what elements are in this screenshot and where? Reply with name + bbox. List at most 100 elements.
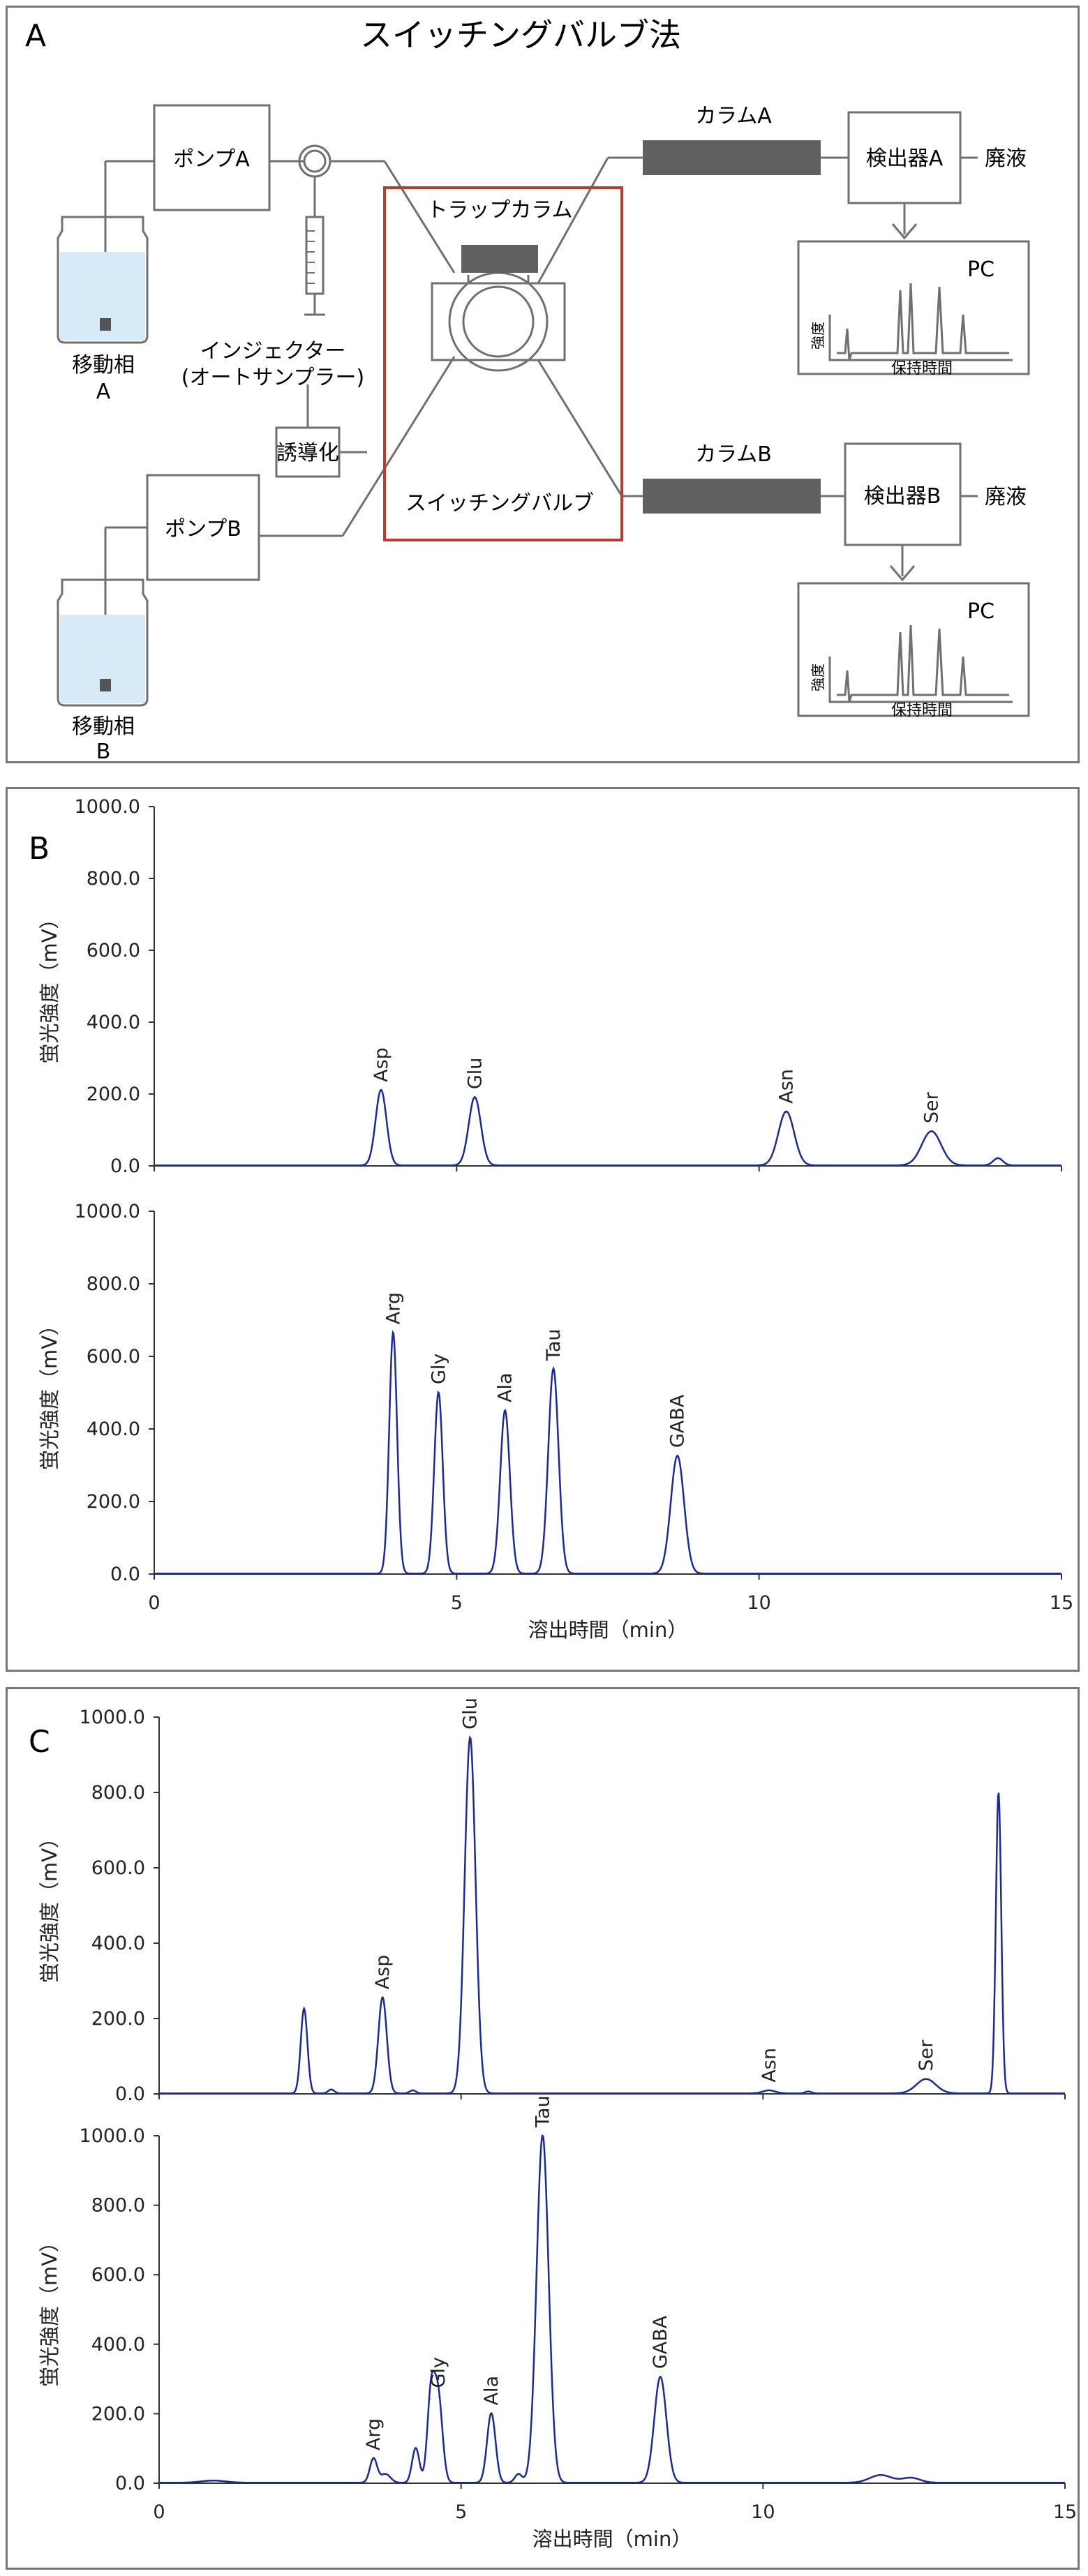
- y-tick-label: 800.0: [91, 1782, 145, 1804]
- peak-label: Ser: [921, 1091, 943, 1123]
- peak-label: Tau: [543, 1329, 565, 1362]
- y-axis-label: 蛍光強度（mV）: [38, 2232, 61, 2387]
- waste-b-label: 廃液: [985, 485, 1027, 509]
- y-tick-label: 400.0: [87, 1012, 140, 1033]
- pc-a-ylabel: 強度: [810, 322, 826, 350]
- peak-point: [786, 1111, 787, 1113]
- peak-point: [380, 1090, 382, 1091]
- peak-label: Asn: [776, 1069, 798, 1104]
- peak-label: Asn: [759, 2048, 780, 2083]
- y-tick-label: 1000.0: [80, 1707, 145, 1728]
- y-tick-label: 800.0: [91, 2195, 145, 2217]
- peak-point: [998, 1792, 999, 1793]
- peak-label: Arg: [382, 1292, 404, 1324]
- chromatogram-trace: [154, 1088, 1061, 1167]
- peak-point: [768, 2090, 770, 2092]
- peak-point: [925, 2079, 927, 2080]
- panel-b-svg: B 0.0 200.0 400.0 600.0 800.0 1000.0 蛍光強度（mV） A…: [29, 796, 1073, 1642]
- peak-label: Ser: [916, 2039, 937, 2072]
- panel-a-diagram: A スイッチングバルブ法 ポンプA ポンプB 移動相 A 移動相 B インジェク…: [6, 6, 1080, 764]
- diagram-title: スイッチングバルブ法: [360, 16, 681, 54]
- panel-b-bottom-chart: 0.0 200.0 400.0 600.0 800.0 1000.0 0 5 10 15 溶出時間（…: [38, 1201, 1073, 1642]
- switching-valve-label: スイッチングバルブ: [405, 491, 594, 516]
- derivatization-label: 誘導化: [276, 441, 339, 465]
- y-tick-label: 800.0: [87, 868, 140, 890]
- y-tick-label: 0.0: [110, 1564, 140, 1585]
- x-tick-label: 0: [153, 2501, 165, 2523]
- chromatogram-trace: [159, 1735, 1065, 2095]
- autosampler-label: (オートサンプラー): [181, 366, 365, 390]
- y-tick-label: 200.0: [91, 2008, 145, 2030]
- pump-b-label: ポンプB: [165, 517, 241, 541]
- mobile-phase-b-label: 移動相: [72, 714, 135, 739]
- pc-b-label: PC: [967, 599, 994, 624]
- switching-valve-diagram: A スイッチングバルブ法 ポンプA ポンプB 移動相 A 移動相 B インジェク…: [25, 16, 1030, 764]
- peak-label: Glu: [460, 1698, 482, 1730]
- detector-a-label: 検出器A: [866, 147, 944, 171]
- panel-b-letter: B: [29, 831, 50, 867]
- peak-label: Glu: [464, 1058, 486, 1090]
- peak-point: [677, 1455, 678, 1457]
- panel-c-bottom-chart: 0.0 200.0 400.0 600.0 800.0 1000.0 0 5 10 15 溶出時間（…: [38, 2095, 1077, 2551]
- y-tick-label: 0.0: [115, 2083, 145, 2105]
- y-tick-label: 400.0: [91, 1933, 145, 1954]
- mobile-phase-a-label: 移動相: [72, 353, 135, 377]
- x-axis-label: 溶出時間（min）: [528, 1618, 688, 1642]
- y-tick-label: 1000.0: [80, 2125, 145, 2147]
- y-axis-label: 蛍光強度（mV）: [38, 1315, 61, 1470]
- x-tick-label: 5: [455, 2501, 467, 2523]
- peak-label: Ala: [495, 1372, 516, 1402]
- panel-b-top-chart: 0.0 200.0 400.0 600.0 800.0 1000.0 蛍光強度（mV） Asp…: [38, 796, 1062, 1177]
- y-tick-label: 400.0: [87, 1418, 140, 1440]
- peak-point: [415, 2448, 417, 2449]
- y-tick-label: 600.0: [87, 1346, 140, 1368]
- x-tick-label: 10: [747, 1592, 770, 1614]
- pc-a-label: PC: [967, 257, 994, 282]
- y-tick-label: 1000.0: [75, 796, 140, 818]
- y-tick-label: 1000.0: [75, 1201, 140, 1222]
- peak-point: [553, 1368, 554, 1370]
- y-tick-label: 200.0: [91, 2403, 145, 2425]
- detector-b-label: 検出器B: [864, 484, 941, 509]
- chromatogram-trace: [154, 1329, 1061, 1575]
- y-tick-label: 800.0: [87, 1273, 140, 1295]
- y-tick-label: 600.0: [91, 2264, 145, 2286]
- pc-b-ylabel: 強度: [810, 664, 826, 691]
- peak-label: Gly: [428, 2357, 449, 2388]
- x-tick-label: 5: [451, 1592, 463, 1614]
- trap-column-label: トラップカラム: [426, 198, 572, 223]
- peak-label: Asp: [372, 1955, 394, 1990]
- y-tick-label: 0.0: [115, 2473, 145, 2494]
- peak-point: [997, 1158, 999, 1160]
- y-tick-label: 200.0: [87, 1491, 140, 1513]
- x-tick-label: 15: [1050, 1592, 1073, 1614]
- peak-label: GABA: [650, 2315, 671, 2369]
- pump-a-label: ポンプA: [173, 147, 250, 172]
- panel-c-top-chart: 0.0 200.0 400.0 600.0 800.0 1000.0 蛍光強度（mV） Asp…: [38, 1698, 1066, 2105]
- waste-a-label: 廃液: [985, 147, 1027, 171]
- pc-a-xlabel: 保持時間: [891, 360, 953, 377]
- peak-label: Asp: [371, 1047, 392, 1082]
- x-tick-label: 15: [1053, 2501, 1077, 2523]
- y-axis-label: 蛍光強度（mV）: [38, 1828, 61, 1983]
- peak-label: Ala: [481, 2376, 502, 2406]
- panel-b-chromatograms: B 0.0 200.0 400.0 600.0 800.0 1000.0 蛍光強度（mV） A…: [6, 787, 1080, 1672]
- chromatogram-trace: [159, 2134, 1065, 2484]
- column-b-label: カラムB: [695, 442, 772, 467]
- peak-point: [385, 2474, 386, 2476]
- pc-b-xlabel: 保持時間: [891, 702, 953, 719]
- mobile-phase-b-letter: B: [96, 740, 111, 761]
- y-tick-label: 0.0: [110, 1155, 140, 1177]
- peak-point: [659, 2376, 661, 2378]
- peak-point: [518, 2474, 519, 2476]
- x-axis-label: 溶出時間（min）: [532, 2527, 692, 2551]
- y-tick-label: 200.0: [87, 1084, 140, 1105]
- peak-label: Gly: [428, 1354, 449, 1384]
- peak-label: Tau: [532, 2095, 553, 2128]
- mobile-phase-a-letter: A: [96, 380, 111, 404]
- peak-label: GABA: [667, 1394, 689, 1448]
- y-axis-label: 蛍光強度（mV）: [38, 908, 61, 1063]
- panel-a-letter: A: [25, 18, 46, 54]
- injector-label: インジェクター: [200, 339, 346, 364]
